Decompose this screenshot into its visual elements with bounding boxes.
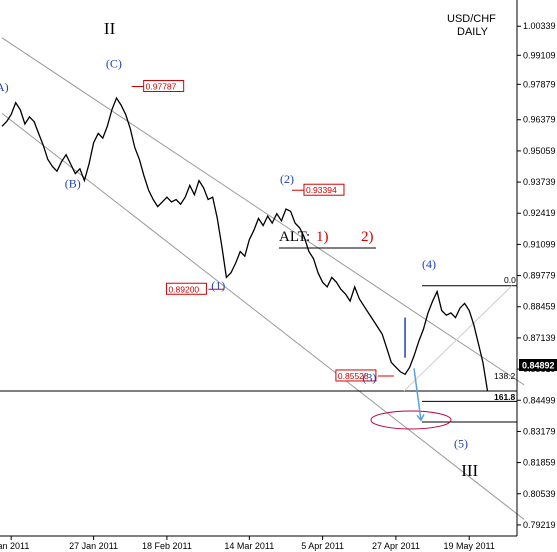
current-price-badge bbox=[519, 359, 557, 371]
fib-138-label: 138.2 bbox=[494, 371, 516, 381]
y-tick-label: 0.79219 bbox=[523, 520, 556, 530]
x-tick-label: Jan 2011 bbox=[0, 541, 29, 551]
y-tick-label: 0.96379 bbox=[523, 115, 556, 125]
level-box bbox=[143, 79, 185, 92]
y-tick-label: 0.89779 bbox=[523, 271, 556, 281]
y-tick-label: 0.83179 bbox=[523, 426, 556, 436]
wave-label-2: (2) bbox=[280, 172, 294, 186]
level-labels: 0.97787 0.93394 0.89200 0.85528 bbox=[131, 79, 394, 382]
y-tick-label: 0.84499 bbox=[523, 395, 556, 405]
level-label: 0.85528 bbox=[338, 371, 369, 381]
level-box bbox=[165, 282, 207, 295]
y-tick-label: 1.00339 bbox=[523, 21, 556, 31]
x-tick-label: 18 Feb 2011 bbox=[142, 541, 192, 551]
fib-0-label: 0.0 bbox=[504, 275, 516, 285]
fib-projection-line bbox=[403, 285, 513, 392]
current-price-label: 0.84892 bbox=[522, 361, 555, 371]
wave-label-A: A) bbox=[0, 80, 9, 94]
y-tick-label: 0.95059 bbox=[523, 146, 556, 156]
y-tick-label: 0.92419 bbox=[523, 208, 556, 218]
wave-label-III: III bbox=[461, 461, 478, 480]
y-tick-label: 0.88459 bbox=[523, 302, 556, 312]
wave-label-1: (1) bbox=[211, 278, 225, 292]
y-tick-label: 0.93739 bbox=[523, 177, 556, 187]
chart-title-timeframe: DAILY bbox=[457, 26, 489, 38]
level-label: 0.93394 bbox=[306, 185, 337, 195]
forecast-arrow-head bbox=[416, 413, 425, 422]
wave-label-4: (4) bbox=[422, 257, 436, 271]
x-tick-label: 14 Mar 2011 bbox=[224, 541, 274, 551]
price-series bbox=[1, 96, 489, 391]
y-tick-label: 0.97879 bbox=[523, 79, 556, 89]
channel-lines bbox=[1, 37, 525, 520]
y-tick-label: 0.81859 bbox=[523, 458, 556, 468]
channel-upper-line bbox=[1, 37, 525, 386]
wave-label-3: (3) bbox=[362, 370, 376, 384]
target-zone-ellipse bbox=[370, 410, 452, 430]
y-tick-label: 0.99109 bbox=[523, 50, 556, 60]
fibonacci-lines bbox=[0, 285, 517, 430]
y-tick-label: 0.87139 bbox=[523, 333, 556, 343]
channel-lower-line bbox=[1, 112, 525, 520]
level-box bbox=[335, 369, 377, 382]
level-box bbox=[303, 183, 345, 196]
wave-label-C: (C) bbox=[106, 56, 122, 70]
x-tick-label: 5 Apr 2011 bbox=[301, 541, 344, 551]
level-label: 0.89200 bbox=[168, 284, 199, 294]
fib-161-label: 161.8 bbox=[494, 392, 516, 402]
x-tick-label: 27 Apr 2011 bbox=[372, 541, 420, 551]
wave-label-5: (5) bbox=[454, 436, 468, 450]
alt-wave-1-label: 1) bbox=[316, 229, 329, 245]
price-line bbox=[1, 96, 489, 391]
forecast-arrow-line bbox=[413, 368, 422, 421]
alt-wave-2-label: 2) bbox=[361, 229, 374, 245]
wave-label-B: (B) bbox=[65, 177, 81, 191]
x-tick-label: 19 May 2011 bbox=[444, 541, 495, 551]
alt-prefix-label: ALT: bbox=[279, 229, 310, 245]
y-tick-label: 0.80539 bbox=[523, 489, 556, 499]
chart-title-symbol: USD/CHF bbox=[447, 13, 496, 25]
y-tick-label: 0.91099 bbox=[523, 239, 556, 249]
x-tick-label: 27 Jan 2011 bbox=[69, 541, 118, 551]
level-label: 0.97787 bbox=[146, 81, 177, 91]
wave-label-II: II bbox=[104, 19, 116, 38]
